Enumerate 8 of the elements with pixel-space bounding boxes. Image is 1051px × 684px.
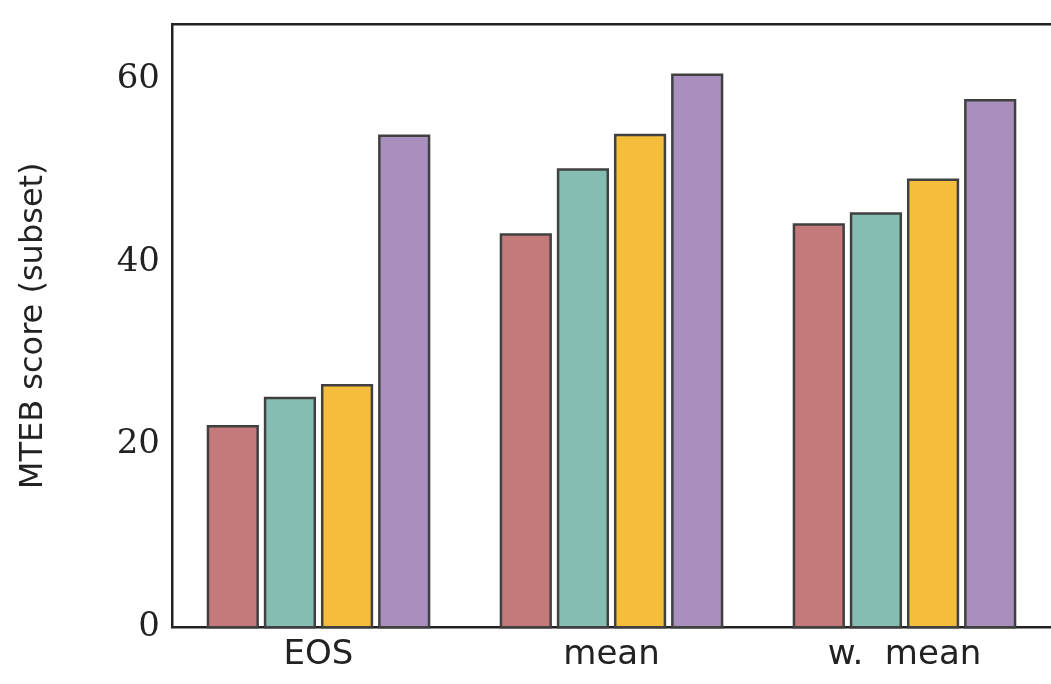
y-tick-label: 40 xyxy=(116,238,160,279)
x-tick-label: mean xyxy=(563,632,660,673)
y-axis-title: MTEB score (subset) xyxy=(11,162,50,490)
y-tick-label: 0 xyxy=(138,604,160,645)
x-tick-label: w. mean xyxy=(827,632,982,673)
y-tick-label: 60 xyxy=(116,56,160,97)
y-tick-label: 20 xyxy=(116,421,160,462)
x-tick-label: EOS xyxy=(283,632,354,673)
